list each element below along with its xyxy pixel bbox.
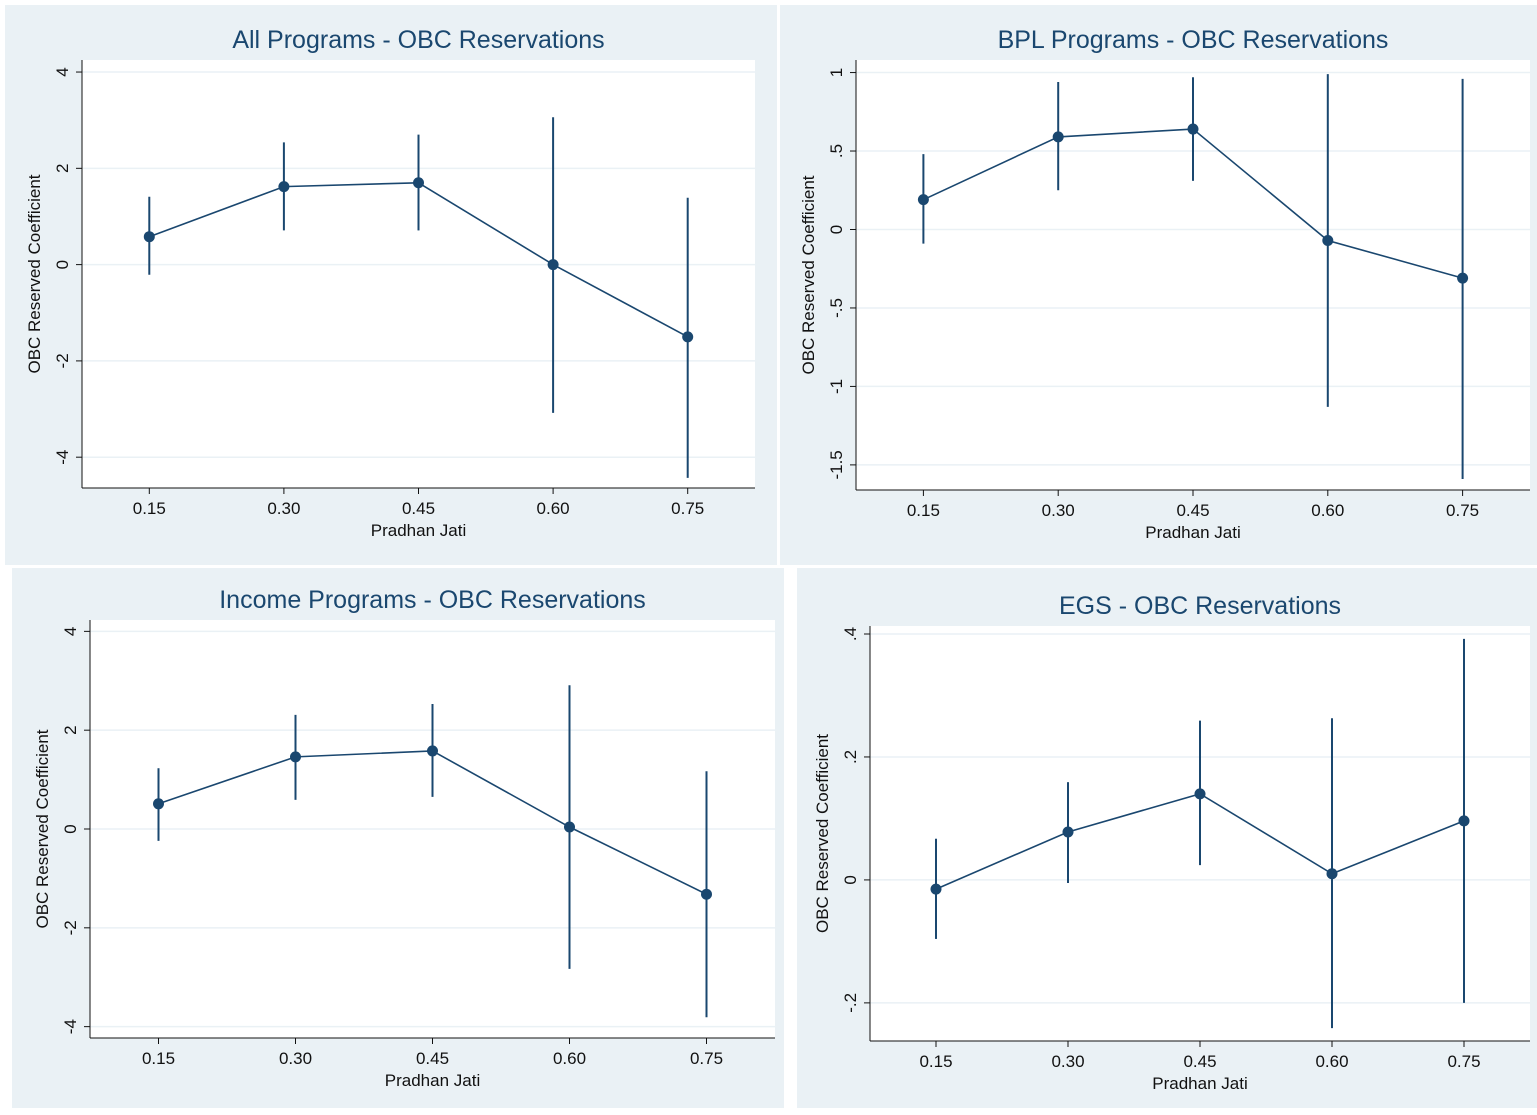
x-tick-label: 0.15 — [919, 1052, 952, 1071]
y-tick-label: -1 — [827, 379, 846, 394]
point — [1187, 123, 1199, 135]
point — [1458, 815, 1470, 827]
y-tick-label: .4 — [841, 627, 860, 641]
y-tick-label: -.5 — [827, 298, 846, 318]
chart-title: BPL Programs - OBC Reservations — [998, 26, 1389, 54]
plot-area — [82, 60, 755, 488]
y-tick-label: 1 — [827, 68, 846, 77]
point — [427, 745, 438, 757]
x-tick-label: 0.30 — [267, 499, 300, 518]
y-tick-label: -.2 — [841, 993, 860, 1013]
y-tick-label: -1.5 — [827, 450, 846, 479]
point — [143, 231, 155, 243]
x-tick-label: 0.75 — [671, 499, 704, 518]
point — [1457, 272, 1469, 284]
x-tick-label: 0.60 — [537, 499, 570, 518]
y-axis-label: OBC Reserved Coefficient — [813, 734, 832, 933]
y-tick-label: -2 — [61, 920, 80, 935]
x-tick-label: 0.60 — [1311, 501, 1344, 520]
point — [1194, 788, 1206, 800]
y-tick-label: 2 — [53, 164, 72, 173]
y-tick-label: -2 — [53, 353, 72, 368]
y-tick-label: 0 — [53, 260, 72, 269]
point — [701, 888, 712, 900]
x-tick-label: 0.30 — [1042, 501, 1075, 520]
y-tick-label: .2 — [841, 750, 860, 764]
point — [547, 259, 559, 271]
y-tick-label: 0 — [61, 824, 80, 833]
x-tick-label: 0.75 — [1447, 1052, 1480, 1071]
x-tick-label: 0.45 — [402, 499, 435, 518]
x-tick-label: 0.30 — [279, 1049, 312, 1068]
x-tick-label: 0.75 — [690, 1049, 723, 1068]
x-tick-label: 0.15 — [142, 1049, 175, 1068]
point — [682, 331, 694, 343]
x-tick-label: 0.60 — [1315, 1052, 1348, 1071]
point — [1052, 131, 1064, 143]
x-tick-label: 0.30 — [1051, 1052, 1084, 1071]
x-tick-label: 0.15 — [907, 501, 940, 520]
point — [564, 821, 575, 833]
y-tick-label: 4 — [61, 627, 80, 636]
point — [917, 194, 929, 206]
y-tick-label: 0 — [841, 875, 860, 884]
y-axis-label: OBC Reserved Coefficient — [25, 174, 44, 373]
point — [153, 798, 164, 810]
x-axis-label: Pradhan Jati — [385, 1071, 480, 1090]
x-axis-label: Pradhan Jati — [371, 521, 466, 540]
y-axis-label: OBC Reserved Coefficient — [33, 729, 52, 928]
point — [1322, 234, 1334, 246]
chart-title: EGS - OBC Reservations — [1059, 592, 1341, 620]
y-tick-label: 0 — [827, 225, 846, 234]
point — [1062, 826, 1074, 838]
chart-title: All Programs - OBC Reservations — [232, 26, 604, 54]
y-axis-label: OBC Reserved Coefficient — [799, 175, 818, 374]
chart-title: Income Programs - OBC Reservations — [219, 586, 646, 614]
y-tick-label: 4 — [53, 67, 72, 76]
x-tick-label: 0.45 — [416, 1049, 449, 1068]
x-axis-label: Pradhan Jati — [1145, 523, 1240, 542]
x-tick-label: 0.45 — [1176, 501, 1209, 520]
x-tick-label: 0.45 — [1183, 1052, 1216, 1071]
point — [413, 177, 424, 189]
y-tick-label: .5 — [827, 144, 846, 158]
x-tick-label: 0.75 — [1446, 501, 1479, 520]
y-tick-label: -4 — [53, 450, 72, 465]
point — [1326, 868, 1338, 880]
x-axis-label: Pradhan Jati — [1152, 1074, 1247, 1093]
point — [278, 181, 290, 193]
y-tick-label: 2 — [61, 725, 80, 734]
x-tick-label: 0.15 — [133, 499, 166, 518]
point — [930, 883, 942, 895]
y-tick-label: -4 — [61, 1019, 80, 1034]
point — [290, 751, 301, 763]
x-tick-label: 0.60 — [553, 1049, 586, 1068]
